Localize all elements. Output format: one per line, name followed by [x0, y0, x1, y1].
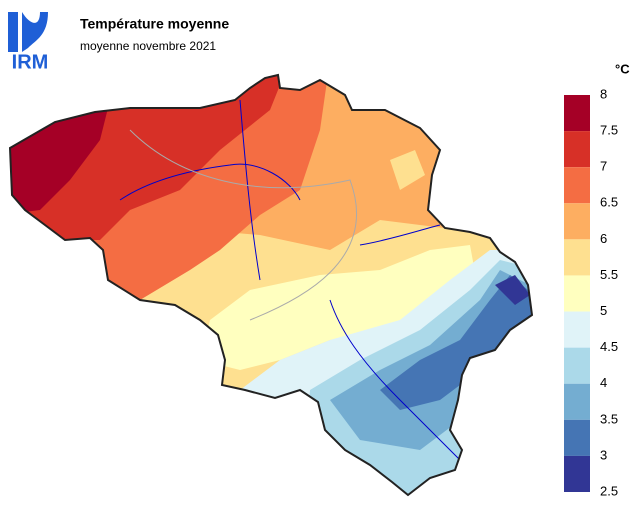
- legend: 8 7.5 7 6.5 6 5.5 5 4.5 4 3.5 3 2.5: [564, 86, 618, 498]
- legend-tick-label: 8: [600, 86, 607, 101]
- legend-tick-label: 3: [600, 447, 607, 462]
- map-subtitle: moyenne novembre 2021: [80, 39, 216, 53]
- map-title: Température moyenne: [80, 16, 229, 32]
- legend-swatch: [564, 311, 590, 348]
- legend-swatch: [564, 239, 590, 276]
- legend-tick-label: 3.5: [600, 411, 618, 426]
- legend-tick-label: 5.5: [600, 267, 618, 282]
- legend-tick-label: 6.5: [600, 195, 618, 210]
- legend-tick-label: 6: [600, 231, 607, 246]
- legend-unit: °C: [615, 61, 630, 76]
- legend-swatch: [564, 419, 590, 456]
- legend-swatch: [564, 95, 590, 132]
- temperature-map: [10, 75, 532, 495]
- legend-swatch: [564, 455, 590, 492]
- legend-tick-label: 7: [600, 159, 607, 174]
- legend-swatch: [564, 275, 590, 312]
- legend-swatch: [564, 131, 590, 168]
- legend-tick-label: 4.5: [600, 339, 618, 354]
- legend-tick-label: 7.5: [600, 123, 618, 138]
- logo-text: IRM: [12, 51, 49, 73]
- legend-tick-label: 2.5: [600, 483, 618, 498]
- legend-swatch: [564, 383, 590, 420]
- legend-swatch: [564, 167, 590, 204]
- legend-swatch: [564, 347, 590, 384]
- country-border: [8, 73, 534, 497]
- logo: IRM: [8, 12, 48, 73]
- legend-tick-label: 4: [600, 375, 607, 390]
- legend-tick-label: 5: [600, 303, 607, 318]
- legend-swatch: [564, 203, 590, 240]
